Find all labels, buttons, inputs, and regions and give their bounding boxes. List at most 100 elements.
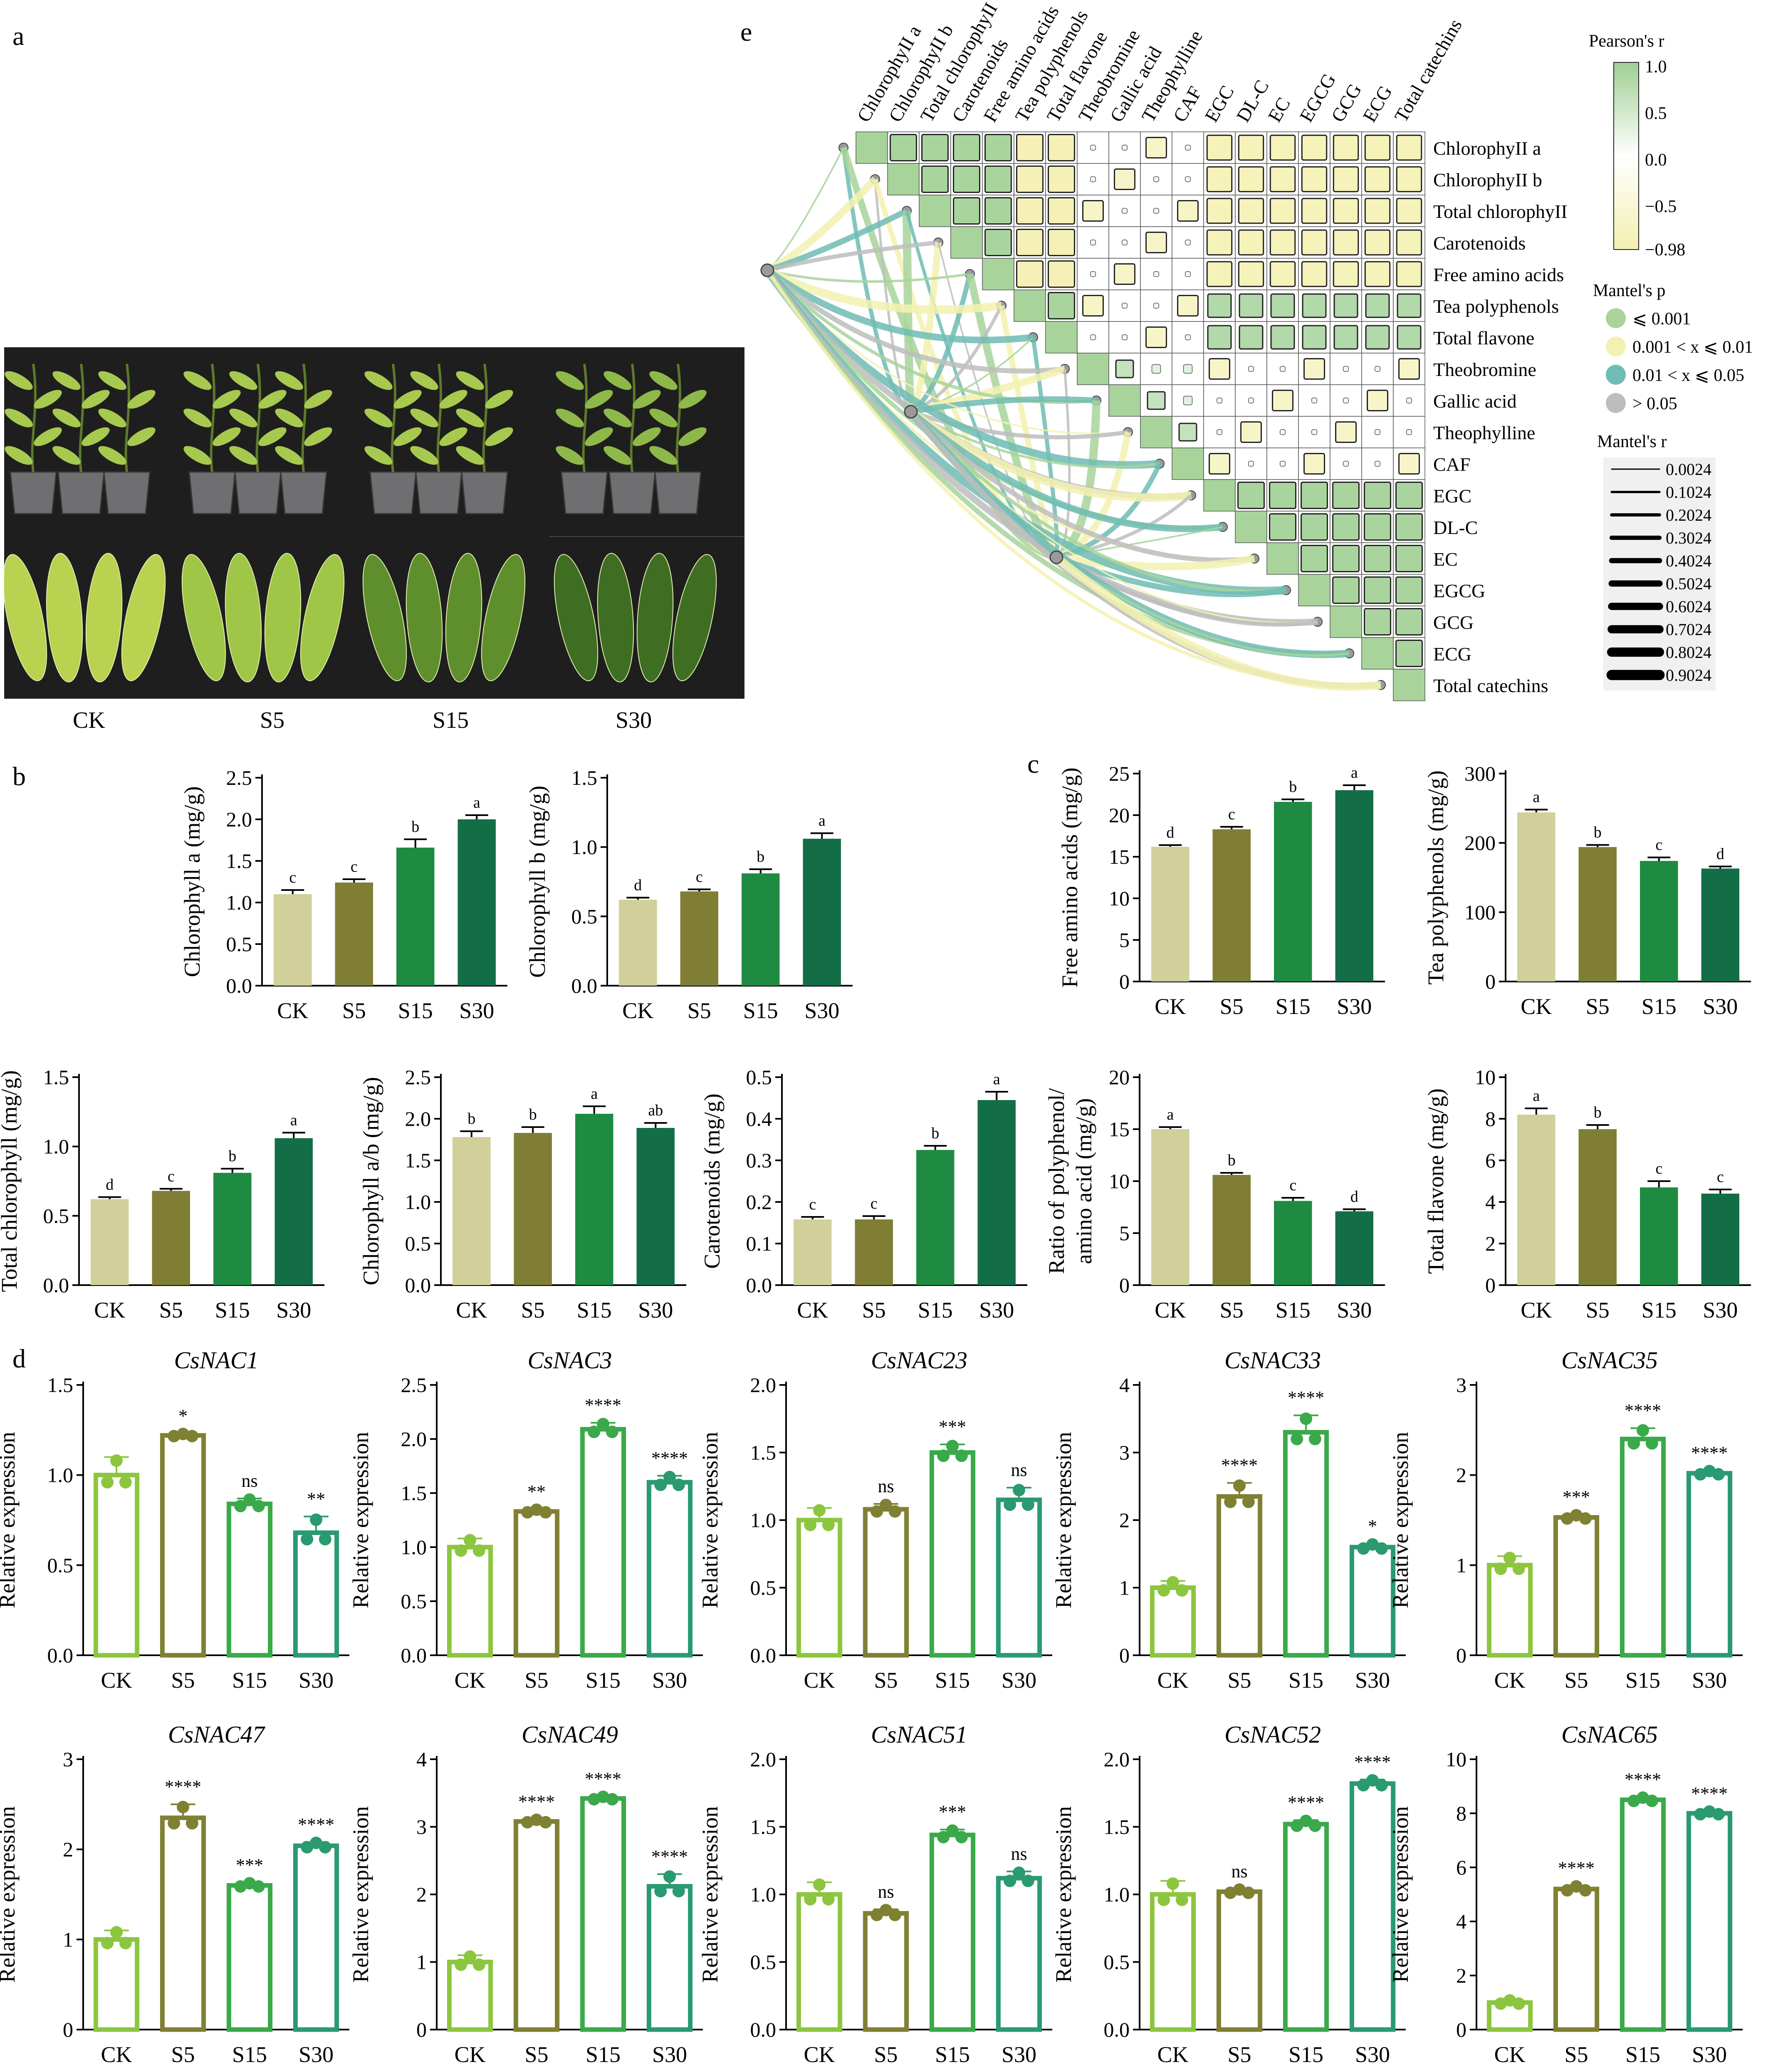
correlation-square	[1209, 453, 1230, 475]
correlation-square	[1272, 390, 1293, 411]
correlation-square	[1238, 198, 1264, 224]
x-tick-label: S5	[1586, 994, 1610, 1019]
correlation-square	[1185, 239, 1191, 246]
pot-shape	[461, 471, 508, 514]
significance-letter: c	[168, 1167, 175, 1185]
correlation-square	[921, 166, 949, 193]
bar-chart-c4: 0 2 4 6 8 10 Total flavone (mg/g) a CK b S5 c S15 c S3…	[1423, 1066, 1751, 1323]
correlation-square	[984, 229, 1012, 256]
bar-s5	[513, 1509, 560, 1658]
y-axis-label: Chlorophyll b (mg/g)	[525, 786, 550, 978]
plant-stem	[630, 363, 636, 472]
legend-tick-label: −0.98	[1645, 240, 1685, 260]
replicate-dot	[1167, 1877, 1179, 1890]
y-tick-label: 2.0	[750, 1748, 777, 1771]
y-tick-label: 6	[1456, 1856, 1467, 1879]
bar-s15	[742, 873, 780, 986]
bar-s5	[160, 1433, 206, 1658]
correlation-square	[1153, 271, 1160, 277]
correlation-square	[1301, 198, 1328, 224]
heatmap-cell	[887, 163, 920, 195]
significance-label: ****	[1558, 1858, 1595, 1878]
significance-label: ns	[1011, 1460, 1027, 1480]
bar-s15	[580, 1427, 626, 1658]
legend-tick-label: 1.0	[1645, 57, 1667, 77]
x-tick-label: CK	[94, 1298, 125, 1323]
replicate-dot	[1013, 1484, 1025, 1496]
detached-leaf	[636, 553, 674, 682]
plant-and-leaf-illustration	[2, 363, 744, 682]
bar-s30	[1686, 1811, 1733, 2032]
correlation-square	[1364, 482, 1391, 509]
legend-swatch	[1606, 308, 1626, 328]
bar-ck	[447, 1960, 493, 2032]
y-tick-label: 3	[416, 1815, 427, 1839]
photo-caption-s5: S5	[260, 707, 285, 733]
correlation-square	[1367, 390, 1388, 411]
x-tick-label: S30	[1692, 2042, 1727, 2067]
replicate-dot	[1504, 1552, 1516, 1564]
significance-letter: a	[473, 794, 480, 811]
y-tick-label: 5	[1119, 928, 1130, 952]
plant-leaf	[603, 408, 632, 428]
mantel-source-node	[904, 405, 918, 419]
replicate-dot	[672, 1479, 685, 1491]
correlation-square	[1397, 325, 1422, 350]
correlation-square	[1279, 366, 1286, 372]
replicate-dot	[1308, 1433, 1321, 1445]
y-tick-label: 0	[1119, 1644, 1130, 1667]
bar-chart-d7: 0 1 2 3 4 Relative expression CsNAC49 CK **** S5 *…	[348, 1721, 703, 2067]
significance-label: ****	[298, 1814, 334, 1835]
correlation-square	[1270, 293, 1295, 318]
replicate-dot	[888, 1909, 901, 1921]
correlation-square	[1048, 292, 1075, 319]
mantel-link	[767, 147, 844, 271]
row-label: Carotenoids	[1433, 232, 1526, 254]
bar-s30	[977, 1100, 1016, 1285]
bar-s30	[458, 819, 496, 986]
y-axis-label-line-1: Ratio of polyphenol/	[1044, 1088, 1069, 1274]
x-tick-label: S5	[1227, 1668, 1251, 1693]
x-tick-label: S15	[1288, 2042, 1323, 2067]
correlation-square	[1048, 260, 1075, 288]
pot-shape	[369, 471, 417, 514]
x-tick-label: S15	[1642, 1298, 1677, 1323]
correlation-square	[1364, 608, 1391, 635]
detached-leaf	[2, 554, 47, 681]
y-tick-label: 0	[1485, 1273, 1496, 1297]
row-label: EGC	[1433, 485, 1471, 507]
bar-s30	[1686, 1471, 1733, 1658]
x-tick-label: S5	[342, 998, 366, 1023]
significance-label: ****	[585, 1768, 621, 1789]
bar-s5	[1578, 847, 1617, 982]
heatmap-cell	[1361, 637, 1394, 670]
bar-s15	[916, 1150, 955, 1285]
significance-label: ns	[1011, 1844, 1027, 1864]
y-tick-label: 1.0	[571, 836, 598, 859]
bar-s30	[996, 1497, 1042, 1658]
plant-leaf	[82, 390, 110, 409]
plant-leaf	[98, 446, 126, 465]
significance-label: ****	[651, 1448, 688, 1468]
correlation-square	[1048, 166, 1075, 193]
plant-leaf	[678, 390, 707, 409]
correlation-square	[1333, 198, 1359, 224]
x-tick-label: CK	[797, 1298, 828, 1323]
plant-leaf	[229, 446, 257, 465]
x-tick-label: S30	[1692, 1668, 1727, 1693]
correlation-square	[1209, 358, 1230, 380]
correlation-square	[1398, 453, 1420, 475]
plant-leaf	[456, 408, 484, 428]
replicate-dot	[1175, 1584, 1188, 1597]
correlation-square	[1269, 166, 1296, 193]
y-tick-label: 200	[1464, 831, 1496, 855]
replicate-dot	[310, 1513, 322, 1526]
correlation-square	[1114, 263, 1135, 285]
significance-label: ***	[236, 1855, 263, 1875]
plant-leaf	[603, 446, 632, 465]
row-label: Total catechins	[1433, 675, 1548, 696]
correlation-square	[1332, 545, 1360, 572]
chart-title: CsNAC52	[1224, 1721, 1321, 1748]
y-tick-label: 1.0	[750, 1508, 777, 1532]
bar-s15	[226, 1501, 273, 1658]
